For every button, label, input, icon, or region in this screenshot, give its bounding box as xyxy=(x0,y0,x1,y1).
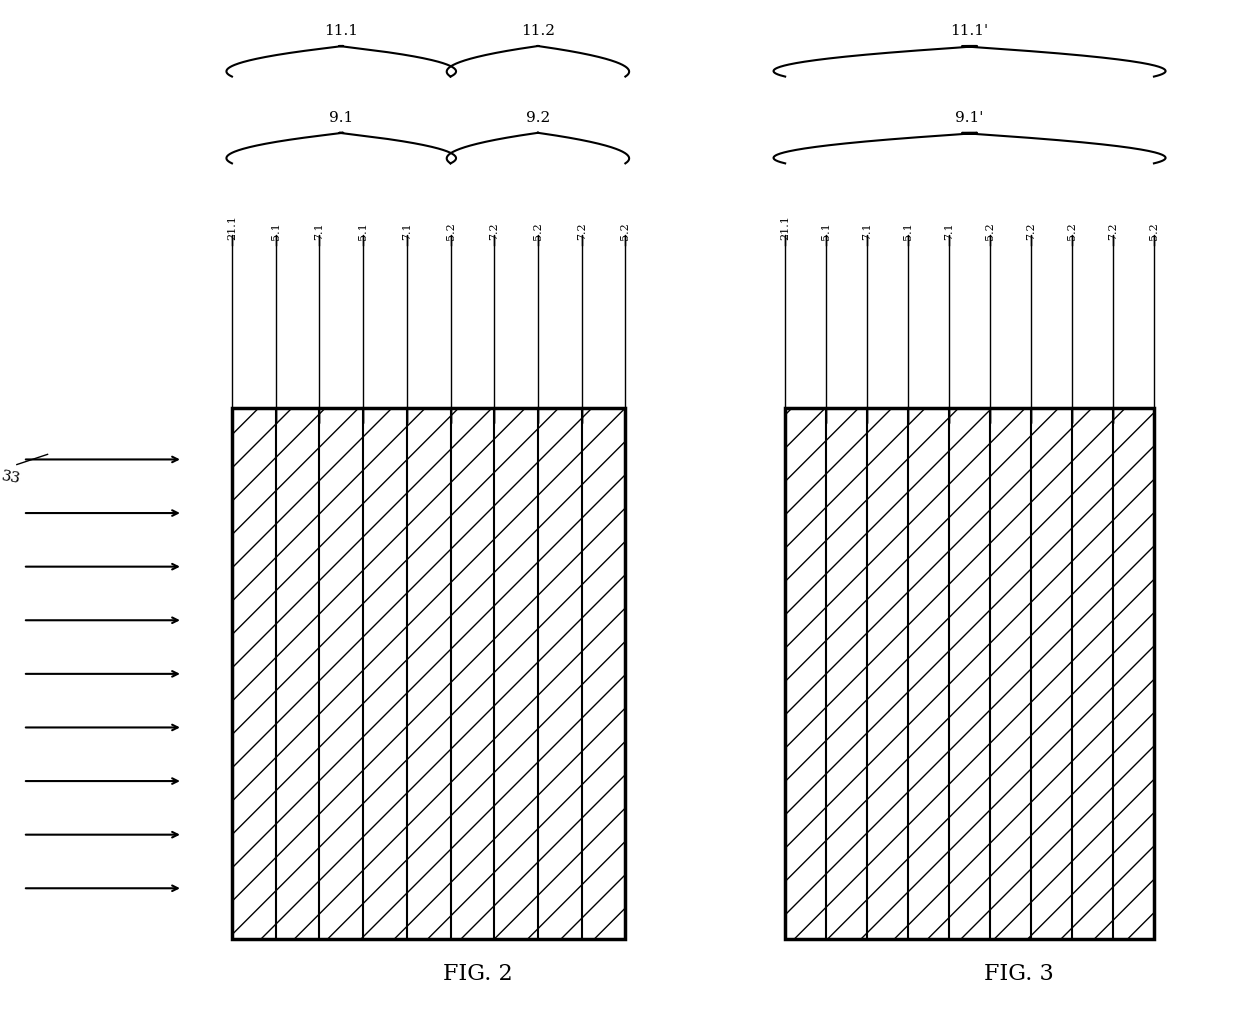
Text: 9.2: 9.2 xyxy=(526,110,551,125)
Text: 5.2: 5.2 xyxy=(1066,223,1078,240)
Text: 9.1: 9.1 xyxy=(329,110,353,125)
Text: 7.1: 7.1 xyxy=(315,223,325,240)
Polygon shape xyxy=(407,408,450,939)
Bar xyxy=(785,408,1154,939)
Text: 7.1: 7.1 xyxy=(862,223,872,240)
Polygon shape xyxy=(1073,408,1114,939)
Text: 5.2: 5.2 xyxy=(445,223,455,240)
Text: 21.1: 21.1 xyxy=(780,215,790,240)
Polygon shape xyxy=(450,408,495,939)
Polygon shape xyxy=(582,408,625,939)
Text: FIG. 2: FIG. 2 xyxy=(443,963,512,985)
Text: 11.1: 11.1 xyxy=(324,23,358,38)
Polygon shape xyxy=(538,408,582,939)
Text: 5.1: 5.1 xyxy=(821,223,831,240)
Polygon shape xyxy=(867,408,908,939)
Polygon shape xyxy=(785,408,826,939)
Text: 7.1: 7.1 xyxy=(402,223,412,240)
Polygon shape xyxy=(363,408,407,939)
Text: FIG. 3: FIG. 3 xyxy=(983,963,1054,985)
Polygon shape xyxy=(990,408,1030,939)
Text: 21.1: 21.1 xyxy=(227,215,237,240)
Polygon shape xyxy=(1114,408,1154,939)
Text: 11.1': 11.1' xyxy=(951,23,988,38)
Polygon shape xyxy=(495,408,538,939)
Text: 5.2: 5.2 xyxy=(533,223,543,240)
Text: 5.1: 5.1 xyxy=(270,223,280,240)
Text: 7.2: 7.2 xyxy=(1025,223,1035,240)
Bar xyxy=(232,408,625,939)
Text: 11.2: 11.2 xyxy=(521,23,556,38)
Text: 7.1: 7.1 xyxy=(944,223,954,240)
Polygon shape xyxy=(275,408,320,939)
Text: 9.1': 9.1' xyxy=(955,110,983,125)
Text: 5.2: 5.2 xyxy=(985,223,994,240)
Polygon shape xyxy=(1030,408,1073,939)
Text: 5.1: 5.1 xyxy=(903,223,913,240)
Text: 5.2: 5.2 xyxy=(620,223,630,240)
Text: 7.2: 7.2 xyxy=(490,223,500,240)
Text: 33: 33 xyxy=(0,470,21,487)
Polygon shape xyxy=(949,408,990,939)
Text: 5.1: 5.1 xyxy=(358,223,368,240)
Text: 5.2: 5.2 xyxy=(1149,223,1159,240)
Polygon shape xyxy=(826,408,867,939)
Text: 7.2: 7.2 xyxy=(1109,223,1118,240)
Polygon shape xyxy=(232,408,275,939)
Polygon shape xyxy=(320,408,363,939)
Polygon shape xyxy=(908,408,949,939)
Text: 7.2: 7.2 xyxy=(577,223,587,240)
